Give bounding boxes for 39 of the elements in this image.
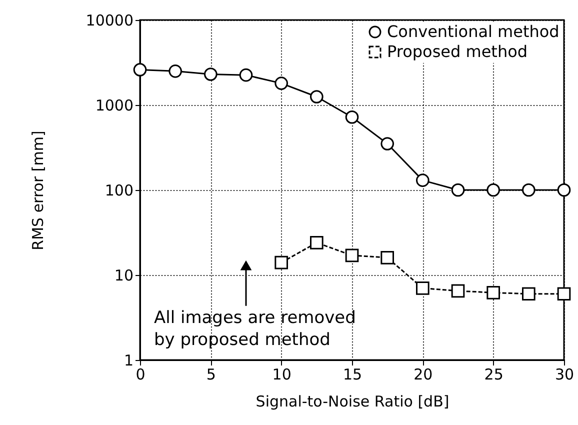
x-tick-label: 20: [414, 366, 433, 384]
point: [416, 282, 430, 295]
point: [274, 76, 288, 90]
point: [310, 90, 324, 104]
y-tick-label: 10: [114, 266, 134, 284]
point: [310, 236, 324, 250]
x-axis-title: Signal-to-Noise Ratio [dB]: [256, 392, 450, 410]
point: [204, 68, 218, 81]
x-tick-label: 25: [484, 366, 504, 384]
point: [274, 256, 288, 270]
legend-label: Proposed method: [387, 42, 528, 61]
y-tick-label: 100: [104, 182, 134, 200]
point: [239, 68, 253, 82]
legend-label: Conventional method: [387, 22, 560, 41]
point: [168, 64, 182, 78]
point: [416, 174, 430, 187]
y-tick-label: 1000: [95, 96, 134, 114]
point: [345, 248, 359, 262]
annotation: All images are removed by proposed method: [154, 308, 356, 350]
point: [380, 137, 394, 150]
point: [486, 286, 500, 300]
point: [522, 287, 536, 301]
point: [451, 183, 465, 197]
x-tick-label: 30: [554, 366, 574, 384]
point: [451, 284, 465, 298]
x-tick-label: 5: [206, 366, 216, 384]
x-tick-label: 15: [342, 366, 362, 384]
x-tick-label: 0: [136, 366, 146, 384]
y-axis-title: RMS error [mm]: [28, 130, 47, 250]
point: [380, 250, 394, 264]
point: [522, 183, 536, 197]
y-tick-label: 10000: [86, 12, 134, 30]
point: [345, 110, 359, 124]
point: [133, 63, 147, 76]
x-tick-label: 10: [272, 366, 292, 384]
point: [557, 183, 571, 197]
y-tick-label: 1: [124, 352, 134, 370]
point: [486, 183, 500, 197]
point: [557, 287, 571, 301]
